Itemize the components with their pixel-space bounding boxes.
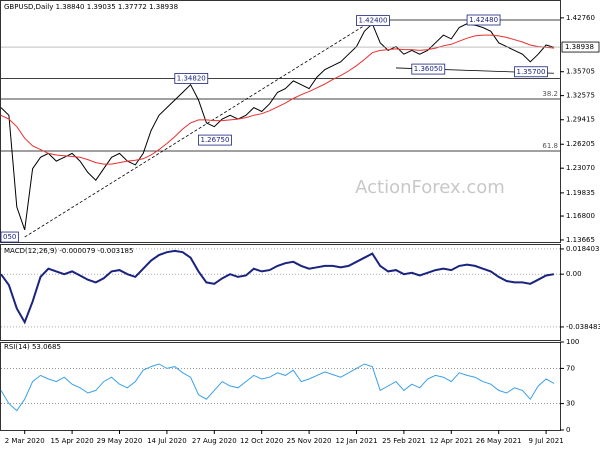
y-tick-label: 1.29415 [566,116,595,124]
x-tick-label: 26 May 2021 [476,437,522,445]
series-line [0,22,555,230]
annotation-label: 1.36050 [414,65,443,73]
annotation-label: 1.35700 [517,68,546,76]
watermark: ActionForex.com [355,177,505,198]
fib-label: 38.2 [542,90,558,98]
y-tick-label: 30 [566,400,575,408]
series-line [0,34,555,165]
x-tick-label: 27 Aug 2020 [192,437,237,445]
y-tick-label: 1.13665 [566,236,595,244]
y-tick-label: 1.19835 [566,189,595,197]
y-tick-label: -0.038483 [566,323,600,331]
annotation-box [411,63,446,75]
x-tick-label: 12 Apr 2021 [430,437,473,445]
y-tick-label: 1.26205 [566,140,595,148]
panel-border [0,244,561,341]
annotation-box [466,14,501,26]
x-tick-label: 12 Jan 2021 [336,437,378,445]
annotation-label: 1.26750 [201,136,230,144]
panel-border [0,342,561,431]
x-tick-label: 29 May 2020 [97,437,143,445]
annotation-box [514,66,548,78]
y-tick-label: 1.16800 [566,212,595,220]
x-tick-label: 25 Nov 2020 [287,437,332,445]
panel-border [0,0,561,243]
series-line [0,363,555,412]
x-tick-label: 9 Jul 2021 [529,437,564,445]
annotation-box [0,231,19,243]
rsi-title: RSI(14) 53.0685 [4,343,61,351]
y-tick-label: 100 [566,338,579,346]
annotation-box [356,15,390,27]
annotation-label: 1.34820 [177,74,206,82]
y-tick-label: 1.42760 [566,14,595,22]
x-tick-label: 25 Feb 2021 [382,437,426,445]
annotation-box [198,134,232,146]
annotation-label: 1.42480 [469,16,498,24]
last-price-box [561,41,600,53]
macd-title: MACD(12,26,9) -0.000079 -0.003185 [4,247,133,255]
y-tick-label: 1.23070 [566,164,595,172]
trendline [24,20,373,238]
y-tick-label: 0 [566,426,570,434]
annotation-label: 1.42400 [359,17,388,25]
chart-title: GBPUSD,Daily 1.38840 1.39035 1.37772 1.3… [4,3,178,11]
annotation-box [174,73,209,84]
y-tick-label: 1.32575 [566,92,595,100]
x-tick-label: 2 Mar 2020 [5,437,45,445]
y-tick-label: 1.35705 [566,68,595,76]
y-tick-label: 0.018403 [566,245,599,253]
y-tick-label: 70 [566,364,575,372]
x-tick-label: 15 Apr 2020 [50,437,93,445]
annotation-label: 050 [3,233,16,241]
x-tick-label: 12 Oct 2020 [240,437,283,445]
fib-label: 61.8 [542,142,558,150]
last-price-label: 1.38938 [565,43,594,51]
x-tick-label: 14 Jul 2020 [147,437,187,445]
y-tick-label: 0.00 [566,270,582,278]
series-line [0,249,555,325]
